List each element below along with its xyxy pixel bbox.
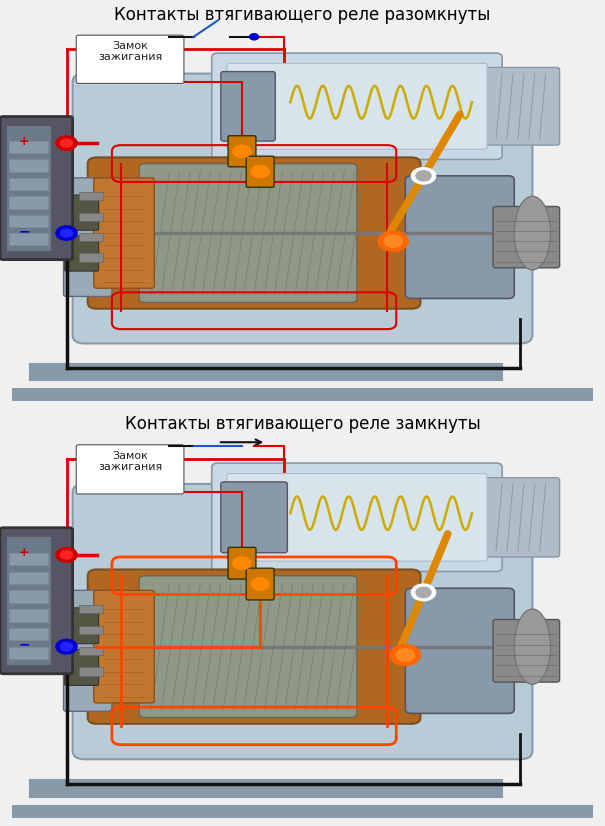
Bar: [79, 192, 103, 201]
Ellipse shape: [233, 557, 251, 569]
Text: Замок
зажигания: Замок зажигания: [98, 40, 162, 63]
FancyBboxPatch shape: [88, 158, 420, 309]
Bar: [9, 553, 48, 565]
FancyBboxPatch shape: [139, 164, 357, 302]
FancyBboxPatch shape: [246, 568, 274, 600]
Ellipse shape: [233, 145, 251, 158]
Bar: [9, 591, 48, 603]
FancyBboxPatch shape: [65, 608, 99, 643]
FancyBboxPatch shape: [405, 588, 514, 714]
Text: Контакты втягивающего реле разомкнуты: Контакты втягивающего реле разомкнуты: [114, 6, 491, 24]
FancyBboxPatch shape: [0, 528, 73, 674]
FancyBboxPatch shape: [64, 178, 112, 297]
Ellipse shape: [390, 644, 420, 666]
FancyBboxPatch shape: [227, 64, 487, 150]
FancyBboxPatch shape: [212, 463, 502, 572]
Ellipse shape: [378, 231, 408, 251]
Bar: [79, 254, 103, 262]
Bar: [12, 388, 593, 401]
Ellipse shape: [411, 584, 436, 601]
Ellipse shape: [416, 171, 431, 181]
Ellipse shape: [251, 578, 269, 591]
FancyBboxPatch shape: [228, 135, 256, 167]
Ellipse shape: [56, 639, 77, 654]
Bar: [79, 605, 103, 613]
FancyBboxPatch shape: [481, 68, 560, 145]
Text: +: +: [19, 546, 30, 559]
Ellipse shape: [411, 168, 436, 184]
Bar: [9, 159, 48, 172]
Ellipse shape: [514, 197, 551, 270]
Ellipse shape: [56, 136, 77, 150]
FancyBboxPatch shape: [73, 74, 532, 344]
Bar: [79, 667, 103, 676]
Ellipse shape: [60, 551, 73, 559]
FancyBboxPatch shape: [493, 206, 560, 268]
FancyBboxPatch shape: [481, 477, 560, 557]
Ellipse shape: [514, 609, 551, 684]
FancyBboxPatch shape: [94, 591, 154, 703]
Text: Контакты втягивающего реле замкнуты: Контакты втягивающего реле замкнуты: [125, 415, 480, 433]
FancyBboxPatch shape: [221, 72, 275, 141]
FancyBboxPatch shape: [139, 576, 357, 718]
Bar: [9, 141, 48, 154]
Bar: [9, 233, 48, 245]
FancyBboxPatch shape: [76, 36, 184, 83]
FancyBboxPatch shape: [94, 178, 154, 288]
FancyBboxPatch shape: [64, 591, 112, 711]
FancyBboxPatch shape: [228, 548, 256, 579]
Text: −: −: [18, 638, 30, 652]
Bar: [30, 364, 502, 380]
FancyBboxPatch shape: [227, 473, 487, 561]
Ellipse shape: [384, 235, 402, 247]
Bar: [30, 780, 502, 797]
Ellipse shape: [416, 587, 431, 598]
Bar: [9, 197, 48, 208]
Ellipse shape: [396, 648, 414, 662]
Bar: [6, 536, 51, 666]
Bar: [12, 805, 593, 818]
FancyBboxPatch shape: [493, 620, 560, 682]
Bar: [79, 647, 103, 655]
FancyBboxPatch shape: [65, 236, 99, 271]
FancyBboxPatch shape: [212, 53, 502, 159]
Ellipse shape: [249, 34, 259, 40]
Text: Замок
зажигания: Замок зажигания: [98, 450, 162, 472]
Text: −: −: [18, 224, 30, 238]
FancyBboxPatch shape: [76, 444, 184, 494]
Ellipse shape: [60, 643, 73, 651]
FancyBboxPatch shape: [73, 484, 532, 759]
Bar: [9, 572, 48, 584]
Ellipse shape: [56, 225, 77, 240]
Ellipse shape: [60, 139, 73, 147]
FancyBboxPatch shape: [65, 649, 99, 686]
Bar: [79, 212, 103, 221]
Ellipse shape: [60, 229, 73, 237]
FancyBboxPatch shape: [65, 195, 99, 230]
Bar: [9, 647, 48, 659]
Ellipse shape: [251, 165, 269, 178]
FancyBboxPatch shape: [246, 156, 274, 188]
FancyBboxPatch shape: [0, 116, 73, 259]
FancyBboxPatch shape: [221, 482, 287, 553]
Bar: [9, 178, 48, 190]
Bar: [79, 626, 103, 634]
Ellipse shape: [56, 548, 77, 563]
Bar: [9, 215, 48, 227]
FancyBboxPatch shape: [405, 176, 514, 298]
FancyBboxPatch shape: [88, 569, 420, 724]
Bar: [9, 609, 48, 622]
Bar: [6, 125, 51, 251]
Bar: [79, 233, 103, 241]
Text: +: +: [19, 135, 30, 148]
Bar: [9, 628, 48, 640]
